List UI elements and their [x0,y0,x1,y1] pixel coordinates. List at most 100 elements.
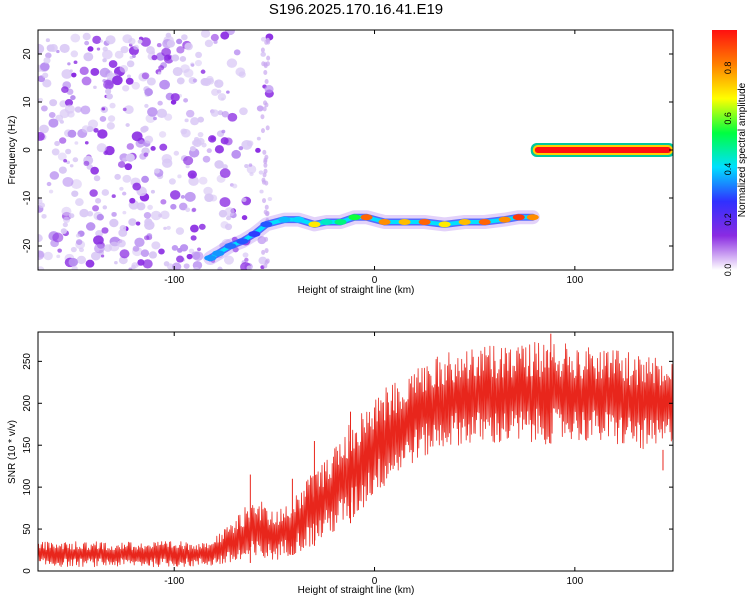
spectrogram-noise-blob [95,198,102,204]
spectrogram-ridge-point [204,255,217,261]
spectrogram-noise-blob [144,135,154,144]
spectrogram-noise-blob [158,213,163,218]
spectrogram-noise-blob [210,33,219,42]
spectrogram-noise-blob [204,39,214,48]
spectrogram-noise-blob [166,225,171,230]
spectrogram-noise-blob [191,207,197,212]
spectrogram-noise-blob [128,218,137,226]
spectrogram-noise-blob [117,161,126,168]
spectrogram-noise-blob [67,110,75,118]
spectrogram-noise-blob [111,211,117,217]
spectrogram-noise-blob [100,254,105,258]
spectrogram-noise-blob [125,77,134,85]
spectrogram-noise-blob [48,43,58,53]
spectrogram-noise-blob [122,157,127,162]
spectrogram-noise-blob [200,30,211,38]
spectrogram-noise-blob [263,159,268,165]
spectrogram-noise-blob [39,124,49,134]
colorbar-tick-label: 0.2 [723,213,733,226]
spectrogram-noise-blob [257,236,267,245]
spectrogram-noise-blob [153,116,157,121]
spectrogram-noise-blob [75,198,84,207]
spectrogram-noise-blob [96,143,107,153]
spectrogram-noise-blob [41,213,47,219]
spectrogram-noise-blob [179,244,189,252]
spectrogram-ridge-point [360,214,373,221]
spectrogram-noise-blob [173,150,180,156]
spectrogram-noise-blob [102,205,108,210]
spectrogram-noise-blob [119,64,129,73]
spectrogram-noise-blob [135,221,141,226]
spectrogram-noise-blob [56,254,61,259]
spectrogram-noise-blob [93,85,97,89]
spectrogram-ridge-point [320,219,333,225]
spectrogram-noise-blob [224,223,233,231]
spectrogram-noise-blob [38,202,46,209]
spectrogram-noise-blob [108,241,120,252]
spectrogram-noise-blob [185,164,190,169]
spectrogram-noise-blob [150,146,156,151]
spectrogram-noise-blob [70,246,77,253]
spectrogram-noise-blob [157,100,163,106]
spectrogram-noise-blob [73,60,78,65]
spectrogram-noise-blob [71,72,77,78]
spectrogram-noise-blob [206,148,212,154]
spectrogram-noise-blob [66,160,71,165]
spectrogram-noise-blob [197,132,204,138]
spectrogram-noise-blob [59,109,70,119]
spectrogram-ridge-core [208,215,535,260]
spectrogram-noise-blob [142,259,153,269]
spectrogram-noise-blob [147,107,158,117]
spectrogram-noise-blob [131,131,143,142]
spectrogram-ridge-point [398,219,411,225]
spectrogram-noise-blob [157,71,162,75]
y-tick-label: 20 [22,48,33,60]
spectrogram-noise-blob [176,38,183,45]
spectrogram-noise-blob [198,176,208,185]
spectrogram-noise-blob [183,68,194,78]
spectrogram-noise-blob [226,58,238,68]
spectrogram-noise-blob [85,222,96,231]
spectrogram-noise-blob [156,42,162,48]
spectrogram-noise-blob [59,137,67,144]
spectrogram-noise-blob [58,166,67,174]
spectrogram-noise-blob [137,39,143,44]
spectrogram-noise-blob [158,131,167,138]
spectrogram-noise-blob [93,127,99,133]
spectrogram-noise-blob [150,189,155,194]
spectrogram-noise-blob [179,56,187,62]
spectrogram-noise-blob [183,98,189,103]
spectrogram-noise-blob [193,267,200,270]
spectrogram-noise-blob [38,132,45,141]
spectrogram-noise-blob [262,198,267,204]
spectrogram-noise-blob [71,179,82,190]
spectrogram-noise-blob [263,168,268,174]
colorbar-tick-label: 0.4 [723,163,733,176]
spectrogram-noise-blob [68,213,75,219]
spectrogram-noise-blob [214,160,224,169]
spectrogram-noise-blob [96,213,104,221]
spectrogram-noise-blob [189,62,195,67]
spectrogram-noise-blob [62,216,71,224]
spectrogram-noise-blob [202,155,211,163]
spectrogram-noise-blob [239,107,248,116]
spectrogram-noise-blob [104,88,112,95]
spectrogram-noise-blob [172,66,183,77]
spectrogram-noise-blob [161,158,173,168]
spectrogram-noise-blob [78,247,84,253]
spectrogram-noise-blob [114,261,118,265]
spectrogram-noise-blob [214,79,224,88]
spectrogram-noise-blob [171,244,179,251]
spectrogram-noise-blob [134,237,145,247]
spectrogram-noise-blob [185,109,195,118]
spectrogram-noise-blob [132,54,136,58]
spectrogram-noise-blob [124,105,134,114]
spectrogram-noise-blob [188,248,195,254]
spectrogram-noise-blob [62,222,68,228]
spectrogram-noise-blob [242,252,249,258]
spectrogram-noise-blob [49,171,60,180]
spectrogram-noise-blob [144,103,149,108]
spectrogram-noise-blob [42,72,49,79]
spectrogram-noise-blob [156,108,168,119]
spectrogram-noise-blob [158,65,165,71]
